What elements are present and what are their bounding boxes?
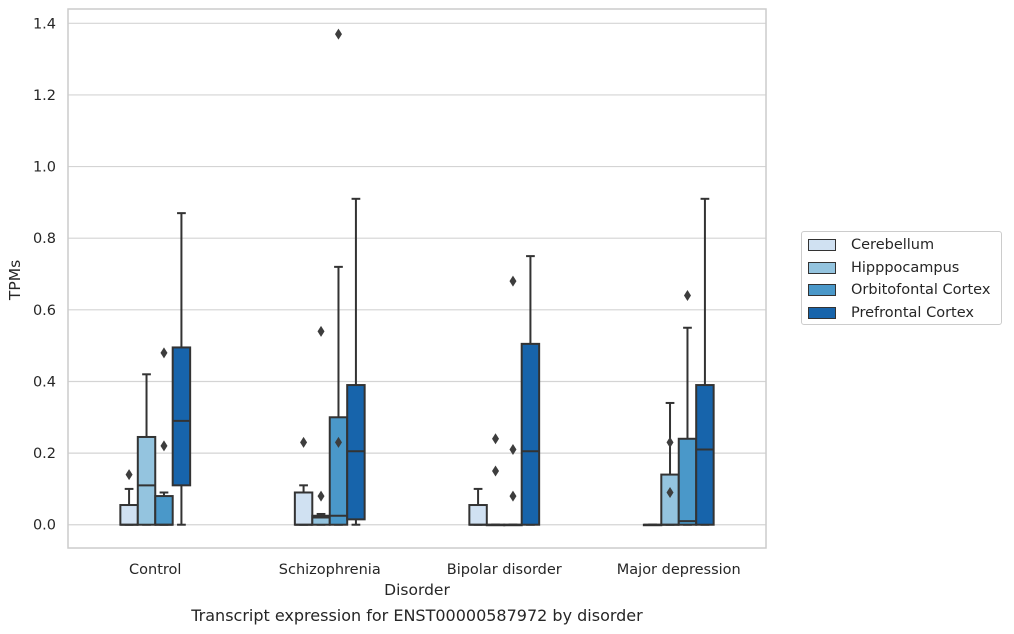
legend-item: Orbitofontal Cortex <box>808 280 990 300</box>
outlier-point <box>334 436 342 448</box>
box-prefrontal-cortex <box>171 212 192 526</box>
legend-label: Cerebellum <box>851 237 935 253</box>
outlier-point <box>683 290 691 302</box>
box-orbitofontal-cortex <box>154 347 174 526</box>
x-axis-label: Disorder <box>384 581 450 599</box>
legend-label: Prefrontal Cortex <box>851 304 974 321</box>
outlier-point <box>509 444 517 456</box>
outlier-point <box>125 469 133 481</box>
legend-swatch <box>808 306 836 319</box>
legend: Cerebellum Hipppocampus Orbitofontal Corte… <box>801 231 1002 325</box>
chart-title: Transcript expression for ENST0000058797… <box>191 606 643 625</box>
box-prefrontal-cortex <box>695 197 715 526</box>
y-tick-label: 0.6 <box>33 303 56 319</box>
box-body <box>119 504 139 526</box>
box-orbitofontal-cortex <box>328 28 349 526</box>
box-hipppocampus <box>311 325 331 526</box>
box-cerebellum <box>119 469 139 526</box>
box-orbitofontal-cortex <box>503 275 523 527</box>
box-body <box>677 437 698 526</box>
box-hipppocampus <box>485 433 506 527</box>
outlier-point <box>666 486 674 498</box>
box-body <box>660 473 680 526</box>
box-hipppocampus <box>660 401 680 526</box>
outlier-point <box>160 347 168 359</box>
box-prefrontal-cortex <box>520 255 541 526</box>
outlier-point <box>317 325 325 337</box>
legend-swatch <box>808 284 836 296</box>
y-axis-label: TPMs <box>6 260 24 301</box>
outlier-point <box>317 490 325 502</box>
box-body <box>520 342 541 526</box>
box-prefrontal-cortex <box>346 197 366 526</box>
legend-item: Prefrontal Cortex <box>808 303 974 323</box>
box-body <box>154 495 174 526</box>
y-tick-label: 0.0 <box>33 518 56 534</box>
box-body <box>293 491 314 526</box>
y-tick-label: 1.2 <box>33 88 56 104</box>
outlier-point <box>509 275 517 287</box>
plot-frame <box>67 8 767 549</box>
x-tick-labels: Control Schizophrenia Bipolar disorder Majo… <box>129 562 741 578</box>
outlier-point <box>492 433 500 445</box>
box-hipppocampus <box>136 373 157 526</box>
box-plot-boxes <box>119 28 715 527</box>
legend-swatch <box>808 239 836 251</box>
legend-swatch <box>808 261 836 274</box>
y-tick-label: 0.2 <box>33 446 56 462</box>
box-body <box>468 504 488 526</box>
box-cerebellum <box>468 487 488 526</box>
x-tick-label: Bipolar disorder <box>447 562 562 578</box>
outlier-point <box>666 436 674 448</box>
legend-label: Orbitofontal Cortex <box>851 282 991 298</box>
legend-label: Hipppocampus <box>851 259 960 276</box>
box-cerebellum <box>293 436 314 526</box>
y-tick-label: 1.4 <box>33 16 56 32</box>
box-body <box>171 346 192 487</box>
outlier-point <box>509 490 517 502</box>
outlier-point <box>300 436 308 448</box>
outlier-point <box>334 28 342 40</box>
y-tick-label: 0.8 <box>33 231 56 247</box>
x-tick-label: Control <box>129 562 181 578</box>
box-body <box>136 435 157 526</box>
box-body <box>695 384 715 526</box>
x-tick-label: Major depression <box>617 562 741 578</box>
legend-item: Hipppocampus <box>808 258 959 278</box>
outlier-point <box>160 440 168 452</box>
x-tick-label: Schizophrenia <box>279 562 381 578</box>
box-orbitofontal-cortex <box>677 290 698 526</box>
box-cerebellum <box>642 523 663 527</box>
legend-item: Cerebellum <box>808 235 934 255</box>
y-tick-label: 1.0 <box>33 160 56 176</box>
box-body <box>328 416 349 526</box>
y-tick-label: 0.4 <box>33 374 56 390</box>
outlier-point <box>492 465 500 477</box>
y-tick-labels: 0.0 0.2 0.4 0.6 0.8 1.0 1.2 1.4 <box>33 16 56 533</box>
